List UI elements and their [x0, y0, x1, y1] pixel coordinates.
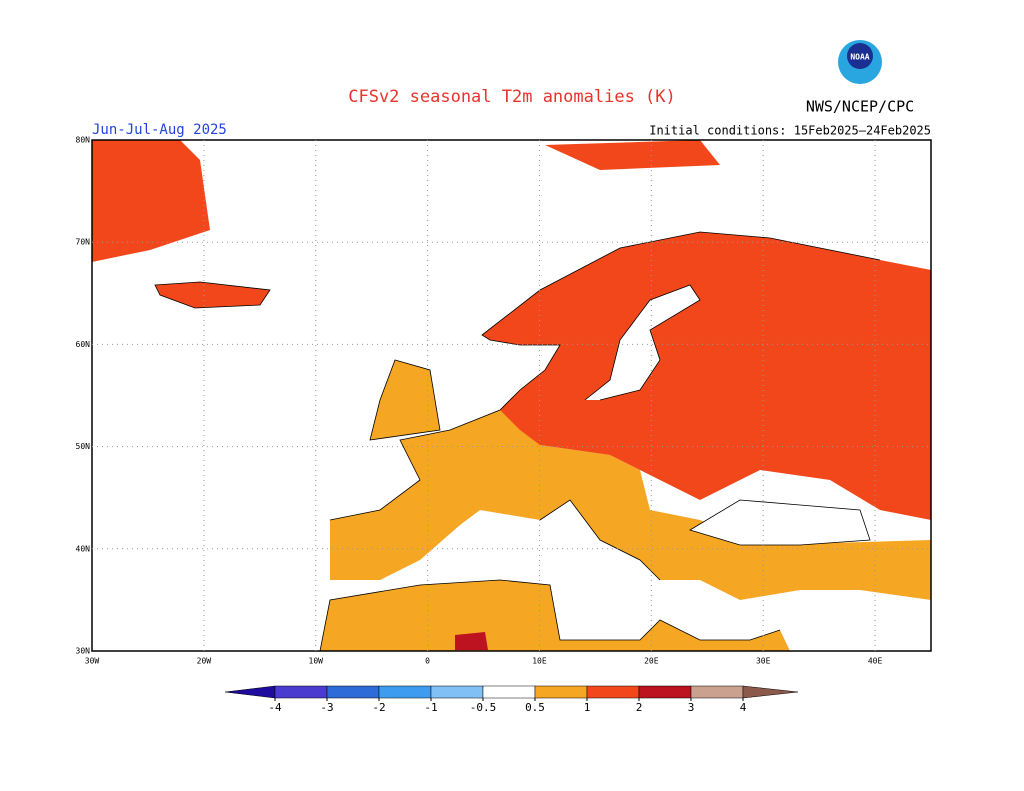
anomaly-region	[370, 360, 440, 440]
lon-label: 0	[425, 657, 430, 666]
logo-inner	[847, 43, 873, 69]
lon-label: 10E	[532, 657, 547, 666]
colorbar-segment	[326, 685, 380, 699]
map-frame	[91, 139, 932, 652]
anomaly-region	[482, 232, 931, 520]
lon-label: 10W	[309, 657, 324, 666]
colorbar-label: -2	[372, 701, 385, 714]
colorbar-label: -0.5	[470, 701, 497, 714]
lon-label: 20E	[644, 657, 659, 666]
svalbard	[545, 140, 720, 170]
colorbar-segment	[274, 685, 328, 699]
iceland	[155, 282, 270, 308]
colorbar-segment	[690, 685, 744, 699]
colorbar-label: -1	[424, 701, 437, 714]
lon-label: 30E	[756, 657, 771, 666]
colorbar-label: 1	[584, 701, 591, 714]
lat-label: 50N	[76, 442, 91, 451]
lat-label: 40N	[76, 544, 91, 553]
lon-label: 20W	[197, 657, 212, 666]
map-area	[92, 140, 931, 652]
colorbar-segment	[482, 685, 536, 699]
anomaly-region	[320, 580, 790, 651]
lat-label: 60N	[76, 340, 91, 349]
colorbar-label: -4	[268, 701, 282, 714]
greenland	[92, 140, 210, 262]
colorbar-triangle	[224, 685, 276, 699]
colorbar-segment	[378, 685, 432, 699]
colorbar-segment	[586, 685, 640, 699]
colorbar-label: 4	[740, 701, 747, 714]
sea	[585, 285, 700, 400]
colorbar-segment	[638, 685, 692, 699]
anomaly-region	[455, 632, 488, 650]
colorbar-segment	[534, 685, 588, 699]
sea	[690, 500, 870, 545]
lat-label: 80N	[76, 136, 91, 145]
colorbar-label: 3	[688, 701, 695, 714]
lon-label: 30W	[85, 657, 100, 666]
colorbar-label: 0.5	[525, 701, 545, 714]
colorbar-triangle	[742, 685, 799, 699]
colorbar-label: -3	[320, 701, 333, 714]
initial-conditions: Initial conditions: 15Feb2025–24Feb2025	[649, 124, 931, 138]
logo-text: NOAA	[850, 53, 869, 62]
lat-label: 30N	[76, 647, 91, 656]
coastline	[154, 231, 881, 652]
colorbar-label: 2	[636, 701, 643, 714]
lat-label: 70N	[76, 238, 91, 247]
agency: NWS/NCEP/CPC	[806, 98, 914, 116]
colorbar-segment	[430, 685, 484, 699]
period: Jun-Jul-Aug 2025	[92, 122, 227, 138]
lon-label: 40E	[868, 657, 883, 666]
title: CFSv2 seasonal T2m anomalies (K)	[348, 87, 676, 107]
anomaly-region	[330, 410, 931, 600]
